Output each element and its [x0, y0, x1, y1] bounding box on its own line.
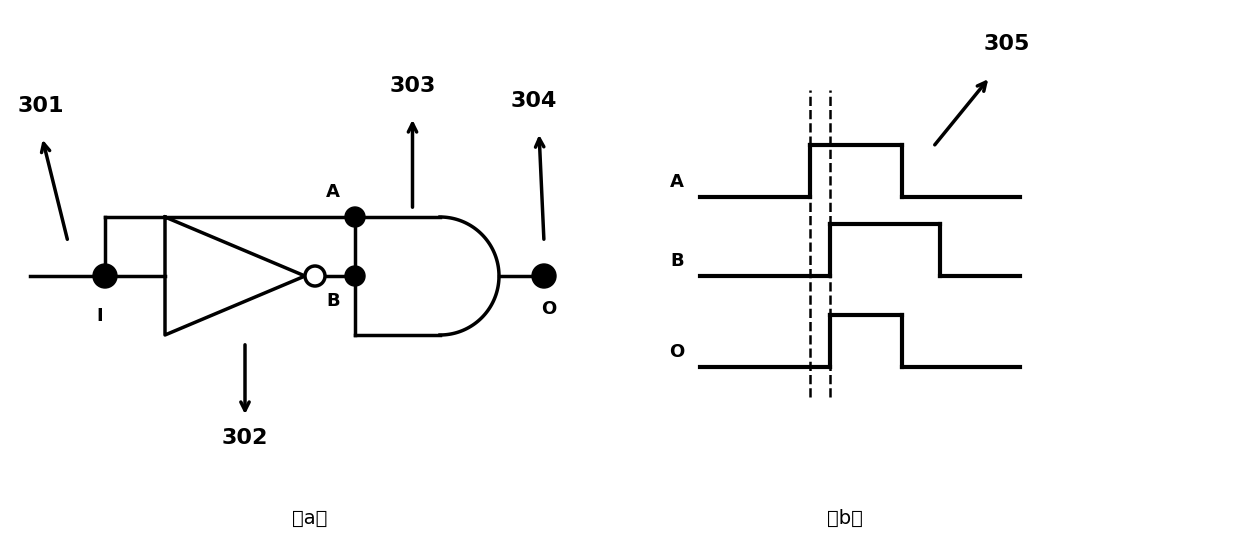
Circle shape: [345, 207, 365, 227]
Circle shape: [93, 264, 117, 288]
Circle shape: [305, 266, 325, 286]
Text: B: B: [670, 252, 683, 270]
Text: 301: 301: [19, 96, 64, 116]
Text: A: A: [326, 183, 340, 201]
Text: （a）: （a）: [293, 509, 327, 528]
Text: 304: 304: [511, 91, 557, 111]
Text: O: O: [670, 343, 684, 361]
Text: 303: 303: [389, 76, 435, 96]
Text: （b）: （b）: [827, 509, 863, 528]
Text: 305: 305: [983, 34, 1030, 54]
Text: B: B: [326, 292, 340, 310]
Text: O: O: [542, 300, 557, 318]
Text: I: I: [97, 307, 103, 325]
Circle shape: [532, 264, 556, 288]
Text: A: A: [670, 173, 684, 191]
Text: 302: 302: [222, 428, 268, 448]
Circle shape: [345, 266, 365, 286]
